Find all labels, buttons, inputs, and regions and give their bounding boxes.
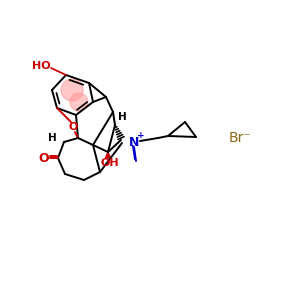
Text: H: H (48, 133, 56, 143)
Text: Br⁻: Br⁻ (229, 131, 251, 145)
Text: OH: OH (101, 158, 119, 168)
Circle shape (70, 93, 88, 111)
Text: H: H (118, 112, 126, 122)
Text: HO: HO (32, 61, 50, 71)
Text: O: O (39, 152, 49, 166)
Polygon shape (106, 152, 110, 158)
Circle shape (61, 79, 83, 101)
Text: O: O (68, 122, 78, 132)
Text: +: + (137, 130, 145, 140)
Text: N: N (129, 136, 139, 148)
